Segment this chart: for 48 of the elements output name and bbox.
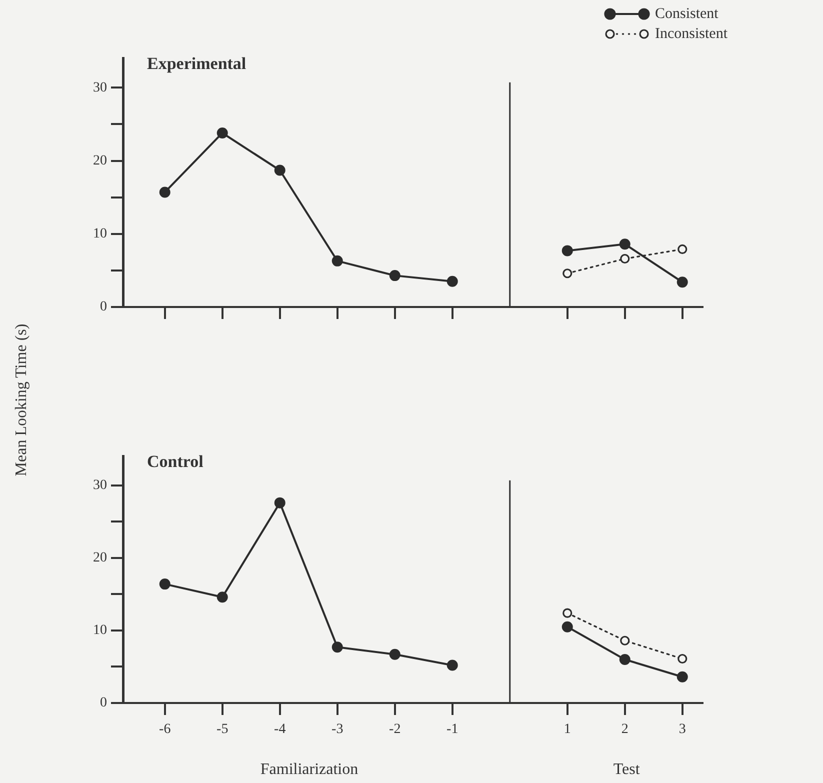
x-tick-label: -2 xyxy=(389,722,401,738)
y-tick-label: 0 xyxy=(100,300,107,315)
point xyxy=(562,245,573,256)
point xyxy=(389,270,400,282)
point xyxy=(216,592,228,603)
x-tick-label: 1 xyxy=(564,722,571,738)
point xyxy=(676,671,688,682)
y-tick-label: 30 xyxy=(93,478,107,494)
x-tick-label: -1 xyxy=(446,722,458,738)
y-tick-label: 20 xyxy=(93,153,107,168)
point xyxy=(562,621,573,632)
legend-label: Consistent xyxy=(655,5,718,24)
point xyxy=(676,276,688,288)
text: Familiarization xyxy=(260,761,358,779)
y-axis-title: Mean Looking Time (s) xyxy=(13,324,31,476)
point xyxy=(619,238,630,250)
point xyxy=(678,654,688,664)
x-tick-label: -4 xyxy=(274,722,286,738)
point xyxy=(389,648,400,660)
x-tick-label: -3 xyxy=(332,722,344,738)
point xyxy=(159,186,170,198)
point xyxy=(620,636,630,646)
y-tick-label: 10 xyxy=(93,226,107,242)
chart-title: Control xyxy=(147,452,204,472)
text: Test xyxy=(613,761,640,779)
point xyxy=(274,497,286,508)
x-tick-label: -6 xyxy=(159,722,171,738)
point xyxy=(446,660,458,671)
legend-label: Inconsistent xyxy=(655,25,728,44)
y-tick-label: 10 xyxy=(93,623,107,638)
y-tick-label: 30 xyxy=(93,80,107,96)
x-tick-label: -5 xyxy=(216,722,228,738)
point xyxy=(216,127,228,138)
point xyxy=(332,642,343,653)
chart-title: Experimental xyxy=(147,54,246,74)
y-tick-label: 0 xyxy=(100,696,107,711)
point xyxy=(332,255,343,266)
point xyxy=(446,276,458,287)
point xyxy=(562,608,572,618)
x-tick-label: 3 xyxy=(678,722,686,738)
point xyxy=(562,268,572,278)
point xyxy=(620,254,630,264)
point xyxy=(619,654,630,665)
y-tick-label: 20 xyxy=(93,550,107,566)
x-tick-label: 2 xyxy=(621,722,628,738)
point xyxy=(274,164,286,176)
point xyxy=(159,578,170,590)
point xyxy=(678,244,688,254)
